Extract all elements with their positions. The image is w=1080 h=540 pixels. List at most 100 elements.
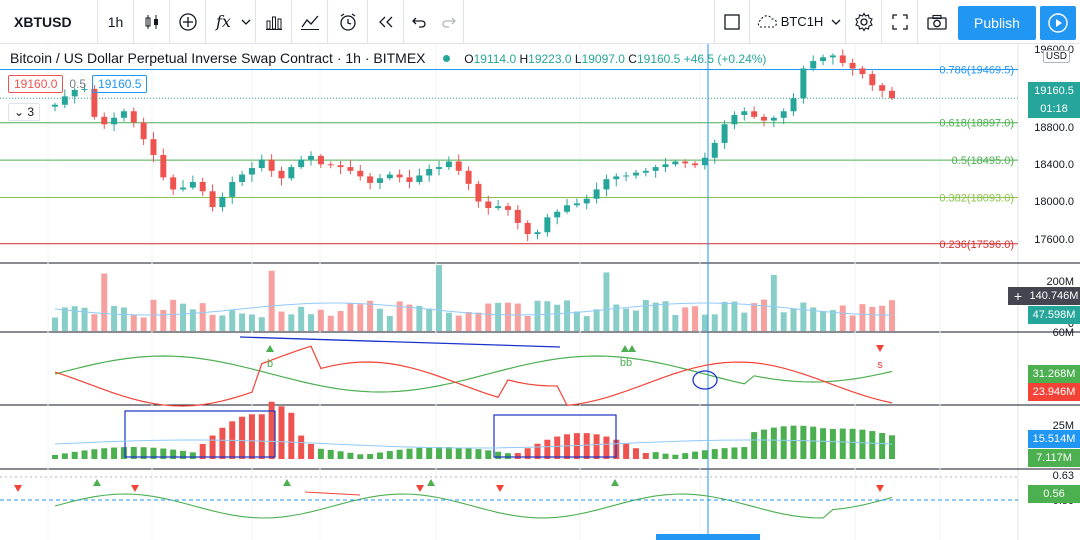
histogram-bar	[593, 434, 600, 459]
volume-bar	[180, 303, 187, 331]
candle-body	[573, 203, 580, 206]
undo-button[interactable]	[404, 0, 434, 44]
volume-bar	[170, 299, 177, 331]
candle-body	[583, 198, 590, 204]
collapse-indicators-button[interactable]: ⌄ 3	[8, 103, 41, 121]
sell-button[interactable]: 19160.0	[8, 75, 64, 93]
histogram-bar	[71, 451, 78, 459]
chevron-down-icon	[241, 19, 251, 25]
volume-bar	[101, 273, 108, 331]
market-status-dot	[443, 55, 451, 63]
histogram-badge: 7.117M	[1028, 449, 1080, 467]
chart-canvas[interactable]: 0.786(19469.5) 0.618(18897.0) 0.5(18495.0)…	[0, 44, 1080, 540]
volume-bar	[839, 305, 846, 331]
volume-bar	[347, 302, 354, 331]
histogram-bar	[386, 451, 393, 459]
play-button[interactable]	[1040, 6, 1076, 40]
chart-style-button[interactable]	[134, 0, 170, 44]
volume-bar	[248, 314, 255, 331]
replay-button[interactable]	[368, 0, 404, 44]
top-toolbar: XBTUSD 1h fx	[0, 0, 1080, 44]
financials-button[interactable]	[256, 0, 292, 44]
histogram-bar	[111, 447, 118, 459]
candle-body	[199, 181, 206, 192]
candle-body	[632, 172, 639, 176]
histogram-bar	[248, 414, 255, 459]
oscillator-green-line	[54, 355, 893, 393]
histogram-bar	[544, 439, 551, 459]
histogram-bar	[268, 401, 275, 459]
histogram-bar	[672, 454, 679, 459]
indicators-button[interactable]: fx	[206, 0, 256, 44]
volume-bars	[52, 265, 895, 331]
signal-arrow	[93, 479, 101, 486]
histogram-bar	[327, 449, 334, 459]
cloud-icon	[757, 14, 777, 28]
volume-bar	[711, 314, 718, 331]
layout-menu-button[interactable]: BTC1H	[750, 0, 846, 44]
candle-body	[130, 111, 137, 123]
settings-button[interactable]	[846, 0, 882, 44]
redo-button[interactable]	[434, 0, 464, 44]
histogram-bar	[790, 425, 797, 459]
histogram-bar	[367, 454, 374, 459]
templates-button[interactable]	[292, 0, 328, 44]
fullscreen-button[interactable]	[882, 0, 918, 44]
volume-bar	[682, 307, 689, 331]
signal-arrow	[283, 479, 291, 486]
candle-body	[820, 57, 827, 62]
histogram-bar	[376, 452, 383, 459]
histogram-bar	[662, 453, 669, 459]
histogram-bar	[317, 448, 324, 459]
candle-body	[485, 201, 492, 209]
add-plus-icon[interactable]: +	[1008, 287, 1028, 305]
publish-button[interactable]: Publish	[958, 6, 1036, 40]
histogram-bar	[130, 447, 137, 459]
histogram-bar	[623, 443, 630, 459]
volume-bar	[485, 303, 492, 331]
layout-name: BTC1H	[780, 14, 824, 29]
histogram-bar	[711, 449, 718, 459]
histogram-bar	[308, 444, 315, 459]
alert-button[interactable]	[328, 0, 368, 44]
select-layout-button[interactable]	[714, 0, 750, 44]
candle-body	[445, 161, 452, 168]
volume-bar	[189, 309, 196, 331]
histogram-bar	[416, 447, 423, 459]
templates-icon	[300, 15, 319, 30]
histogram-bar	[820, 428, 827, 459]
histogram-bar	[426, 447, 433, 459]
volume-bar	[317, 309, 324, 331]
candle-body	[317, 155, 324, 165]
compare-button[interactable]	[170, 0, 206, 44]
alert-icon	[339, 12, 356, 31]
histogram-bar	[170, 449, 177, 459]
candle-body	[386, 174, 393, 179]
snapshot-button[interactable]	[918, 0, 956, 44]
histogram-bar	[199, 444, 206, 459]
current-price-badge: 19160.5	[1028, 82, 1080, 100]
volume-bar	[219, 315, 226, 331]
volume-bar	[258, 317, 265, 331]
timeframe-button[interactable]: 1h	[98, 0, 134, 44]
replay-icon	[378, 16, 392, 27]
currency-label[interactable]: USD	[1042, 50, 1070, 63]
volume-bar	[790, 308, 797, 331]
signal-label: bb	[620, 357, 632, 369]
fib-level-label: 0.786(19469.5)	[939, 64, 1014, 76]
candle-body	[455, 161, 462, 171]
buy-button[interactable]: 19160.5	[92, 75, 148, 93]
histogram-bar	[692, 451, 699, 459]
volume-bar	[889, 300, 895, 331]
candle-body	[160, 155, 167, 178]
symbol-search-button[interactable]: XBTUSD	[0, 0, 98, 44]
histogram-bar	[465, 448, 472, 459]
histogram-bar	[564, 434, 571, 459]
histogram-tick-label: 25M	[1052, 420, 1074, 432]
candle-body	[101, 116, 108, 125]
price-tick-label: 18400.0	[1034, 159, 1074, 171]
histogram-bar	[504, 453, 511, 459]
highlight-ellipse	[692, 370, 718, 390]
candle-body	[514, 209, 521, 223]
chart-area[interactable]: 0.786(19469.5) 0.618(18897.0) 0.5(18495.0)…	[0, 44, 1080, 540]
